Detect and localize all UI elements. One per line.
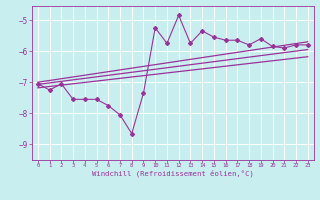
X-axis label: Windchill (Refroidissement éolien,°C): Windchill (Refroidissement éolien,°C) <box>92 170 254 177</box>
